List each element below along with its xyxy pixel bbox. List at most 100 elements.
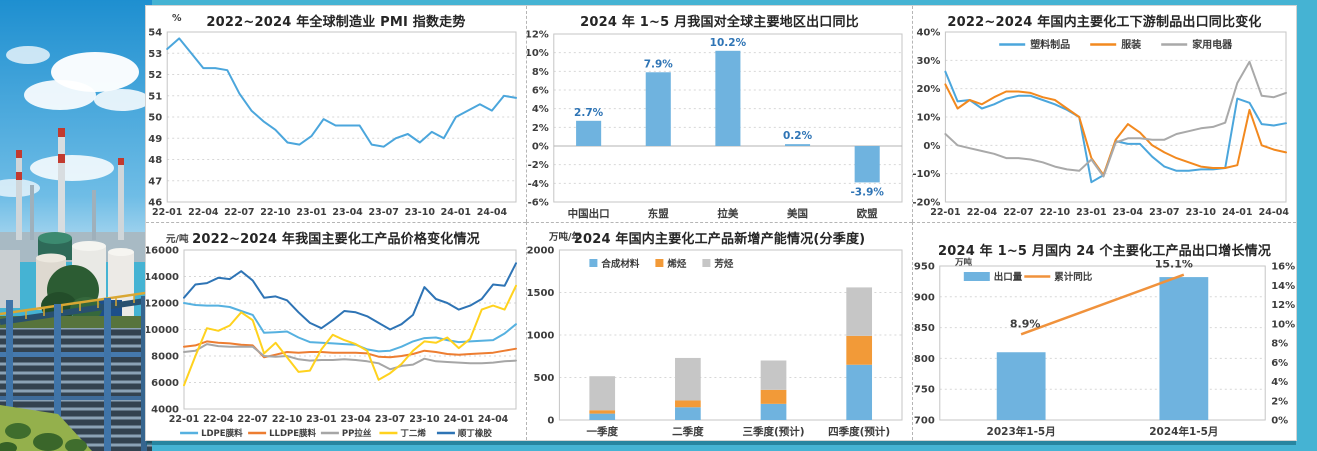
svg-text:23-07: 23-07 [375, 414, 405, 425]
svg-text:东盟: 东盟 [648, 207, 669, 220]
svg-text:0%: 0% [923, 141, 940, 152]
svg-text:-2%: -2% [528, 160, 549, 171]
svg-text:48: 48 [148, 155, 162, 166]
sky [0, 0, 152, 262]
svg-text:24-04: 24-04 [478, 414, 509, 425]
svg-text:10%: 10% [916, 113, 940, 124]
svg-text:53: 53 [148, 49, 162, 60]
chart-title: 2022~2024 年我国主要化工产品价格变化情况 [192, 232, 480, 247]
chart-title: 2024 年国内主要化工产品新增产能情况(分季度) [573, 232, 866, 247]
svg-text:22-01: 22-01 [169, 414, 199, 425]
svg-text:4%: 4% [532, 104, 549, 115]
svg-text:22-10: 22-10 [272, 414, 303, 425]
svg-text:23-01: 23-01 [1076, 207, 1106, 218]
svg-text:22-04: 22-04 [203, 414, 234, 425]
svg-text:三季度(预计): 三季度(预计) [742, 425, 804, 438]
svg-text:家用电器: 家用电器 [1192, 38, 1233, 51]
lawn [0, 405, 92, 451]
svg-text:500: 500 [534, 373, 555, 384]
svg-text:2024年1-5月: 2024年1-5月 [1149, 425, 1218, 438]
svg-text:2023年1-5月: 2023年1-5月 [987, 425, 1056, 438]
svg-text:6%: 6% [532, 86, 549, 97]
svg-text:47: 47 [148, 176, 162, 187]
svg-text:1000: 1000 [527, 331, 554, 342]
svg-text:四季度(预计): 四季度(预计) [828, 425, 890, 438]
svg-text:14000: 14000 [146, 272, 179, 283]
svg-text:4%: 4% [1271, 377, 1288, 388]
svg-text:22-01: 22-01 [152, 207, 182, 218]
svg-text:22-04: 22-04 [188, 207, 219, 218]
chart-title: 2024 年 1~5 月国内 24 个主要化工产品出口增长情况 [937, 244, 1272, 259]
svg-text:14%: 14% [1271, 281, 1295, 292]
svg-text:23-04: 23-04 [332, 207, 363, 218]
chart-cell-new-capacity: 万吨/年 2024 年国内主要化工产品新增产能情况(分季度) 2000 1500 1… [526, 222, 912, 440]
svg-text:22-07: 22-07 [224, 207, 254, 218]
chart-title: 2022~2024 年国内主要化工下游制品出口同比变化 [947, 15, 1262, 30]
svg-text:23-07: 23-07 [1149, 207, 1179, 218]
region-export-bar-plot: 12% 10% 8% 6% 4% 2% 0% -2% -4% -6% 2.7% 7.9% 10.2% 0.… [527, 30, 903, 220]
svg-text:16000: 16000 [146, 246, 179, 257]
svg-text:23-04: 23-04 [1113, 207, 1144, 218]
svg-text:美国: 美国 [787, 207, 808, 220]
svg-text:烯烃: 烯烃 [667, 258, 687, 270]
svg-text:-10%: -10% [913, 169, 940, 180]
svg-text:800: 800 [914, 354, 935, 365]
svg-text:出口量: 出口量 [994, 271, 1023, 283]
svg-text:二季度: 二季度 [672, 425, 704, 438]
plant-photo-illustration [0, 0, 152, 451]
svg-text:2%: 2% [1271, 396, 1288, 407]
svg-text:0%: 0% [1271, 416, 1288, 427]
svg-text:12%: 12% [1271, 300, 1295, 311]
dashboard-panel: % 2022~2024 年全球制造业 PMI 指数走势 54 53 52 51 50 49… [145, 5, 1297, 441]
svg-text:24-04: 24-04 [477, 207, 508, 218]
svg-text:750: 750 [914, 385, 935, 396]
svg-text:51: 51 [148, 91, 162, 102]
svg-text:8%: 8% [532, 67, 549, 78]
svg-text:46: 46 [148, 198, 162, 209]
svg-text:15.1%: 15.1% [1155, 260, 1193, 271]
svg-text:1500: 1500 [527, 288, 554, 299]
new-capacity-stacked-plot: 2000 1500 1000 500 0 一季度 二季度 三季度(预计) 四季度(预计) 合成材料… [527, 246, 903, 438]
svg-text:10%: 10% [1271, 319, 1295, 330]
svg-text:950: 950 [914, 262, 935, 273]
svg-text:23-10: 23-10 [405, 207, 436, 218]
svg-text:丁二烯: 丁二烯 [400, 428, 426, 439]
svg-text:54: 54 [148, 28, 162, 39]
svg-text:PP拉丝: PP拉丝 [342, 428, 372, 439]
svg-text:16%: 16% [1271, 262, 1295, 273]
y-axis-unit-label: 万吨 [955, 258, 973, 268]
svg-text:52: 52 [148, 70, 162, 81]
svg-text:拉美: 拉美 [717, 207, 738, 220]
svg-text:22-04: 22-04 [967, 207, 998, 218]
svg-text:-20%: -20% [913, 198, 940, 209]
svg-text:22-07: 22-07 [1003, 207, 1033, 218]
svg-text:0%: 0% [532, 142, 549, 153]
svg-text:12000: 12000 [146, 299, 179, 310]
svg-text:23-01: 23-01 [296, 207, 326, 218]
svg-text:12%: 12% [527, 30, 549, 41]
svg-text:2.7%: 2.7% [574, 107, 604, 119]
svg-text:700: 700 [914, 416, 935, 427]
svg-text:30%: 30% [916, 56, 940, 67]
svg-text:欧盟: 欧盟 [857, 207, 878, 220]
svg-text:23-04: 23-04 [341, 414, 372, 425]
svg-text:10.2%: 10.2% [710, 37, 747, 49]
svg-text:-4%: -4% [528, 179, 549, 190]
svg-text:10000: 10000 [146, 325, 179, 336]
svg-text:累计同比: 累计同比 [1054, 271, 1093, 283]
svg-text:850: 850 [914, 323, 935, 334]
chart-cell-product-price: 元/吨 2022~2024 年我国主要化工产品价格变化情况 16000 14000… [146, 222, 526, 440]
svg-text:23-10: 23-10 [1186, 207, 1217, 218]
svg-text:50: 50 [148, 113, 162, 124]
svg-text:22-01: 22-01 [930, 207, 960, 218]
chart-cell-export-growth: 2024 年 1~5 月国内 24 个主要化工产品出口增长情况 万吨 950 90… [912, 222, 1296, 440]
svg-text:24-01: 24-01 [441, 207, 471, 218]
svg-text:服装: 服装 [1121, 38, 1141, 51]
svg-text:-6%: -6% [528, 198, 549, 209]
svg-text:23-10: 23-10 [409, 414, 440, 425]
svg-text:4000: 4000 [151, 405, 179, 416]
svg-text:20%: 20% [916, 84, 940, 95]
svg-text:2000: 2000 [527, 246, 554, 257]
y-axis-unit-label: % [172, 13, 182, 24]
svg-text:2%: 2% [532, 123, 549, 134]
